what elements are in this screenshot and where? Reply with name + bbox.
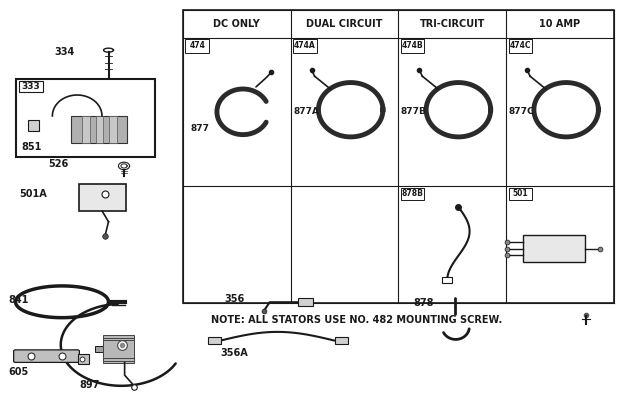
Bar <box>335 337 348 344</box>
Bar <box>298 298 313 306</box>
Text: 526: 526 <box>48 159 68 169</box>
Text: 501A: 501A <box>19 189 46 199</box>
Bar <box>208 337 221 344</box>
Text: NOTE: ALL STATORS USE NO. 482 MOUNTING SCREW.: NOTE: ALL STATORS USE NO. 482 MOUNTING S… <box>211 315 502 325</box>
Bar <box>185 39 209 53</box>
Text: 877A: 877A <box>293 107 319 116</box>
Bar <box>78 354 89 364</box>
Text: DUAL CIRCUIT: DUAL CIRCUIT <box>306 19 383 29</box>
Text: 605: 605 <box>8 367 29 377</box>
Bar <box>508 188 532 200</box>
Bar <box>82 116 90 143</box>
Text: 356A: 356A <box>220 348 248 358</box>
Bar <box>95 116 103 143</box>
Bar <box>401 39 424 53</box>
Bar <box>19 81 43 92</box>
Text: 851: 851 <box>22 142 42 152</box>
Text: eReplacementParts.com: eReplacementParts.com <box>297 244 441 257</box>
Text: 877C: 877C <box>508 107 534 116</box>
Text: 356: 356 <box>224 294 245 304</box>
Text: 474C: 474C <box>510 41 531 51</box>
Text: TRI-CIRCUIT: TRI-CIRCUIT <box>420 19 485 29</box>
Bar <box>183 10 614 303</box>
Text: 878: 878 <box>414 298 434 308</box>
Bar <box>103 335 134 363</box>
Text: 878B: 878B <box>402 189 423 199</box>
Bar <box>79 184 125 211</box>
Bar <box>16 79 155 157</box>
Text: 877B: 877B <box>401 107 427 116</box>
Bar <box>103 339 134 359</box>
Bar <box>293 39 317 53</box>
Bar <box>103 338 134 360</box>
Bar <box>442 277 452 283</box>
Bar <box>28 120 39 130</box>
Text: 501: 501 <box>513 189 528 199</box>
Bar <box>71 116 127 143</box>
Text: 474B: 474B <box>402 41 423 51</box>
Text: 841: 841 <box>8 295 29 305</box>
Text: 877: 877 <box>190 125 210 133</box>
FancyBboxPatch shape <box>14 350 79 362</box>
Text: 897: 897 <box>80 380 100 390</box>
Bar <box>523 235 585 263</box>
Text: 474A: 474A <box>294 41 316 51</box>
Text: 333: 333 <box>22 82 40 91</box>
Text: 474: 474 <box>189 41 205 51</box>
Text: 10 AMP: 10 AMP <box>539 19 580 29</box>
Bar <box>508 39 532 53</box>
Bar <box>109 116 117 143</box>
Text: DC ONLY: DC ONLY <box>213 19 260 29</box>
Text: 334: 334 <box>54 47 74 57</box>
Bar <box>401 188 424 200</box>
Bar <box>95 346 103 352</box>
